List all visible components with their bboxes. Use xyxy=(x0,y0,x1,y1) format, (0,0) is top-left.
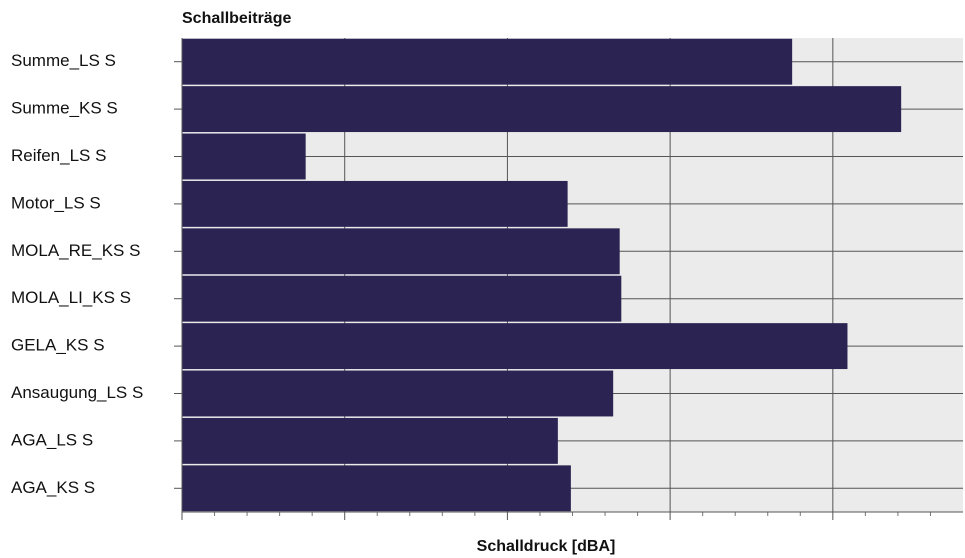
bar xyxy=(182,370,614,417)
bar xyxy=(182,417,558,464)
bar xyxy=(182,180,568,227)
y-tick-label: Motor_LS S xyxy=(11,193,101,212)
x-axis-label: Schalldruck [dBA] xyxy=(477,538,616,555)
bar xyxy=(182,86,902,133)
bar xyxy=(182,38,793,85)
bar xyxy=(182,228,620,275)
y-tick-label: Ansaugung_LS S xyxy=(11,383,143,402)
y-tick-label: Reifen_LS S xyxy=(11,146,106,165)
y-tick-label: Summe_LS S xyxy=(11,51,116,70)
y-tick-label: MOLA_LI_KS S xyxy=(11,288,131,307)
y-tick-label: MOLA_RE_KS S xyxy=(11,241,140,260)
bar xyxy=(182,133,306,180)
bar xyxy=(182,465,571,512)
y-tick-label: GELA_KS S xyxy=(11,336,105,355)
bar xyxy=(182,275,622,322)
chart-title: Schallbeiträge xyxy=(182,10,291,27)
bar xyxy=(182,323,848,370)
y-tick-label: AGA_KS S xyxy=(11,478,95,497)
y-tick-label: AGA_LS S xyxy=(11,430,93,449)
y-tick-label: Summe_KS S xyxy=(11,99,118,118)
